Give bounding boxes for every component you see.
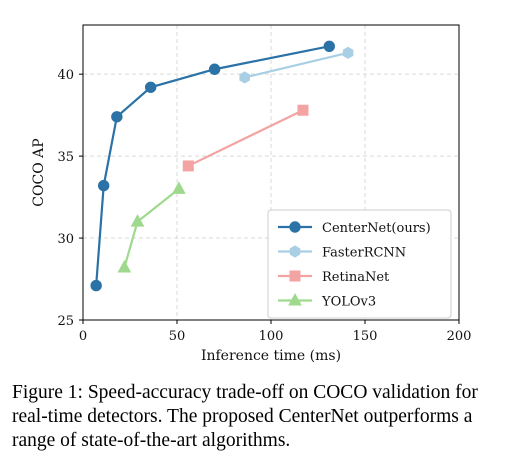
data-point [182,160,194,172]
x-tick-label: 0 [79,329,87,344]
data-point [111,111,123,123]
data-point [239,71,250,84]
series-centernet-ours [90,40,335,292]
legend-item: FasterRCNN [278,245,406,261]
legend-label: YOLOv3 [321,295,376,310]
x-tick-label: 100 [259,329,284,344]
series-yolov3 [117,181,186,273]
legend-item: YOLOv3 [278,292,376,310]
x-tick-label: 50 [169,329,186,344]
legend-item: CenterNet(ours) [278,221,431,236]
data-point [297,104,309,116]
y-axis-label: COCO AP [31,138,47,206]
data-point [97,179,110,192]
data-point [323,40,335,53]
series-line [187,109,304,167]
legend-box [267,209,452,319]
legend-label: CenterNet(ours) [322,221,431,236]
legend-label: FasterRCNN [322,246,406,261]
data-point [90,279,102,292]
y-tick-label: 35 [57,150,74,165]
legend-marker [288,292,302,306]
y-tick-label: 30 [57,232,74,247]
legend-marker [289,221,301,233]
chart: 0 50 100 150 200 25 30 35 40 Inference time (ms)… [31,24,471,364]
series-group [90,40,354,292]
y-tick-label: 40 [57,68,74,83]
data-point [208,63,221,75]
legend-marker [289,245,301,258]
series-line [95,45,330,286]
figure-caption: Figure 1: Speed-accuracy trade-off on CO… [12,382,478,451]
series-retinanet [182,104,309,172]
data-point [172,181,186,194]
legend: CenterNet(ours) FasterRCNN RetinaNet YOLOv3 [267,209,452,319]
data-point [144,81,157,93]
data-point [342,46,354,59]
x-tick-label: 150 [353,329,378,344]
x-axis-label: Inference time (ms) [201,348,341,364]
y-tick-label: 25 [57,314,74,329]
series-line [244,51,349,79]
axis-ticks: 0 50 100 150 200 25 30 35 40 [57,68,471,344]
legend-item: RetinaNet [278,270,390,285]
data-point [130,214,145,227]
series-line [123,188,180,268]
data-point [117,260,132,273]
legend-label: RetinaNet [322,270,390,285]
legend-marker [289,270,301,282]
x-tick-label: 200 [447,329,472,344]
series-fasterrcnn [239,46,354,84]
